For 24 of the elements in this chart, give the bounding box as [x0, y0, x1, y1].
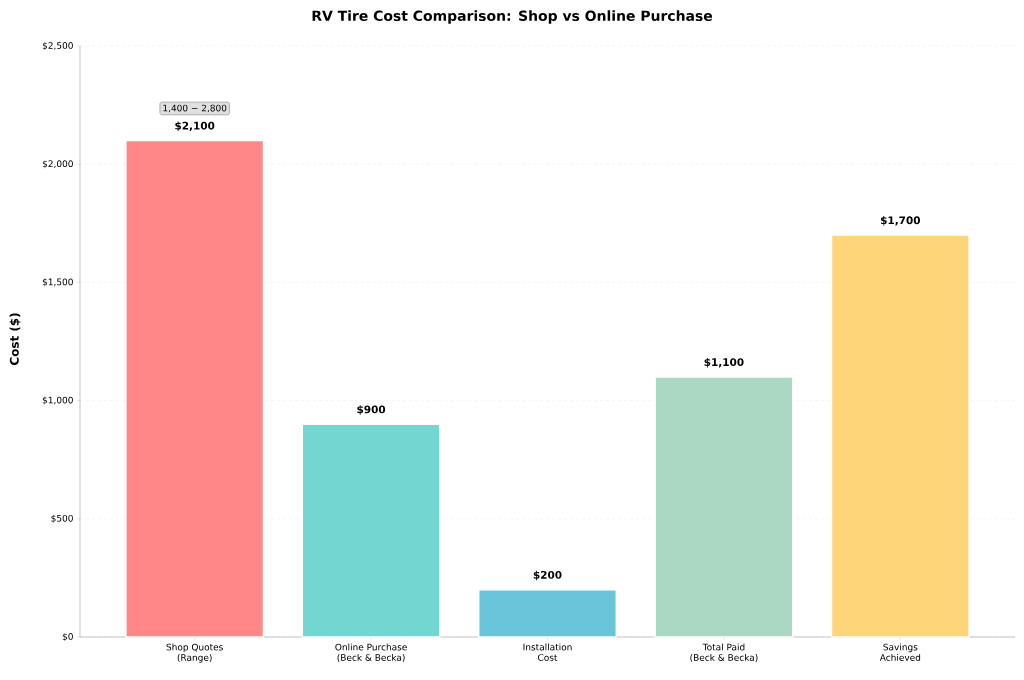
chart-title: RV Tire Cost Comparison: Shop vs Online Purchase: [312, 10, 713, 24]
y-axis-title: Cost ($): [9, 313, 21, 366]
y-tick-label: $1,500: [42, 278, 73, 287]
data-label: $2,100: [175, 121, 215, 132]
bar: [477, 588, 618, 638]
data-label: $1,700: [880, 216, 921, 226]
data-label: $1,100: [704, 357, 744, 368]
bar: [654, 376, 794, 638]
x-tick-label: Total Paid (Beck & Becka): [690, 643, 758, 662]
y-tick-label: $0: [62, 632, 73, 642]
y-tick-label: $500: [51, 514, 73, 523]
bar: [830, 234, 970, 638]
x-tick-label: Shop Quotes (Range): [166, 643, 223, 663]
bar: [301, 423, 441, 638]
y-tick-label: $2,000: [42, 160, 73, 169]
data-label: $200: [533, 570, 562, 581]
x-tick-label: Installation Cost: [523, 643, 572, 661]
data-label: $900: [357, 405, 386, 415]
bar: [125, 139, 265, 638]
y-tick-label: $2,500: [42, 41, 73, 51]
annotation: 1,400 − 2,800: [163, 104, 227, 113]
x-tick-label: Online Purchase (Beck & Becka): [335, 643, 407, 662]
x-tick-label: Savings Achieved: [879, 643, 921, 661]
y-tick-label: $1,000: [42, 396, 73, 405]
